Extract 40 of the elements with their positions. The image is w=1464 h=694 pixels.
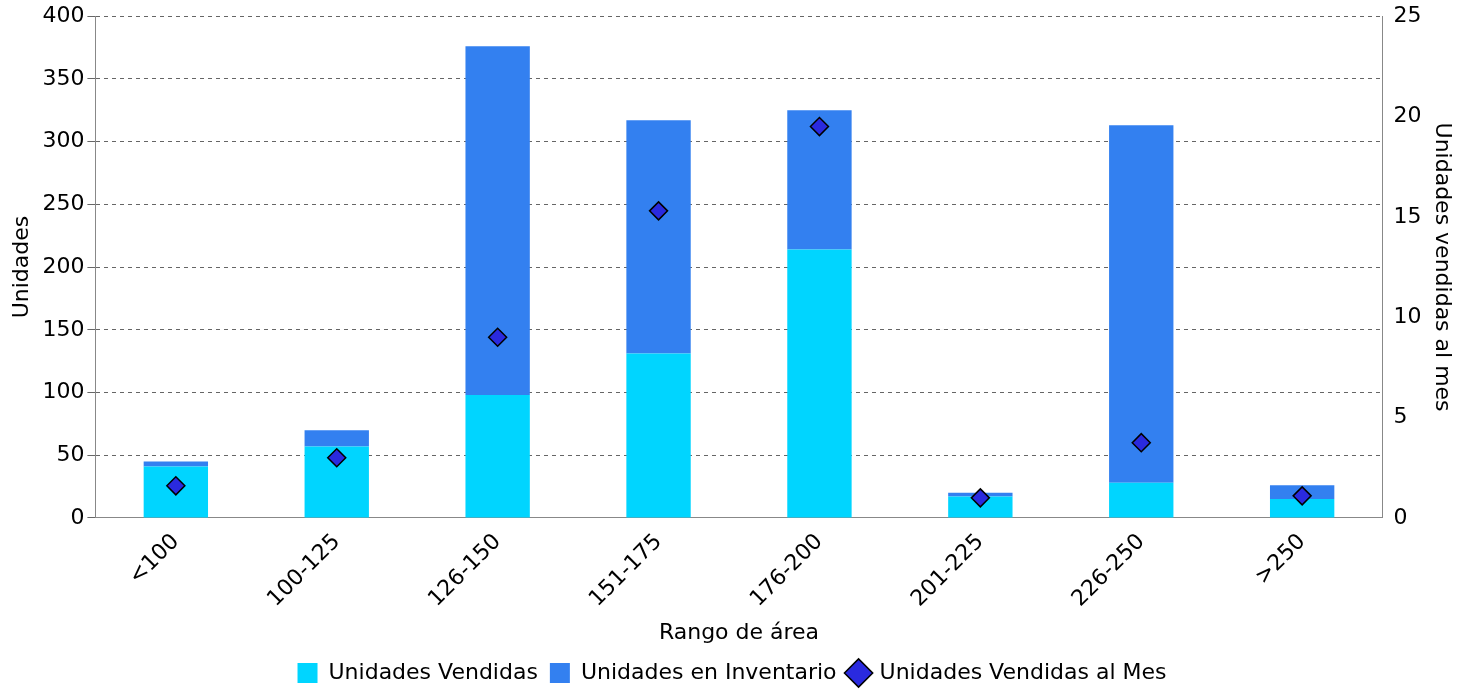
y2-tick-label: 20 xyxy=(1393,102,1422,128)
bar xyxy=(143,466,209,518)
y-tick-label: 250 xyxy=(42,190,85,216)
x-axis-title: Rango de área xyxy=(658,618,820,644)
bar xyxy=(1109,482,1174,518)
y-tick-label: 50 xyxy=(56,440,85,466)
bar xyxy=(143,461,209,467)
bar xyxy=(787,249,852,518)
y-tick-label: 300 xyxy=(42,127,85,153)
point xyxy=(809,116,830,137)
bar xyxy=(465,46,530,396)
bar xyxy=(304,446,369,518)
y-tick-label: 350 xyxy=(42,64,85,90)
bar xyxy=(626,353,691,518)
bar xyxy=(465,395,530,518)
y-tick-label: 0 xyxy=(70,503,85,529)
y2-tick-label: 15 xyxy=(1393,202,1422,228)
y-tick-label: 400 xyxy=(42,1,85,27)
y2-axis-title: Unidades vendidas al mes xyxy=(1431,122,1457,412)
bar xyxy=(626,120,691,354)
bar xyxy=(787,110,852,250)
bar xyxy=(1269,499,1335,518)
y-tick-label: 200 xyxy=(42,252,85,278)
bar xyxy=(304,430,369,447)
y2-tick-label: 5 xyxy=(1393,403,1408,429)
point xyxy=(1131,432,1151,453)
y2-tick-label: 10 xyxy=(1393,302,1422,328)
y-axis-title: Unidades xyxy=(7,215,33,319)
legend-label: Unidades en Inventario xyxy=(580,658,837,684)
point xyxy=(487,327,508,348)
legend-label: Unidades Vendidas xyxy=(328,658,538,684)
y-tick-label: 100 xyxy=(42,378,85,404)
point xyxy=(1292,486,1312,506)
y2-tick-label: 25 xyxy=(1393,1,1422,27)
point xyxy=(648,201,669,221)
legend-label: Unidades Vendidas al Mes xyxy=(879,658,1167,684)
y-tick-label: 150 xyxy=(42,315,85,341)
y2-tick-label: 0 xyxy=(1393,503,1408,529)
bar xyxy=(1109,125,1174,483)
point xyxy=(326,447,347,468)
